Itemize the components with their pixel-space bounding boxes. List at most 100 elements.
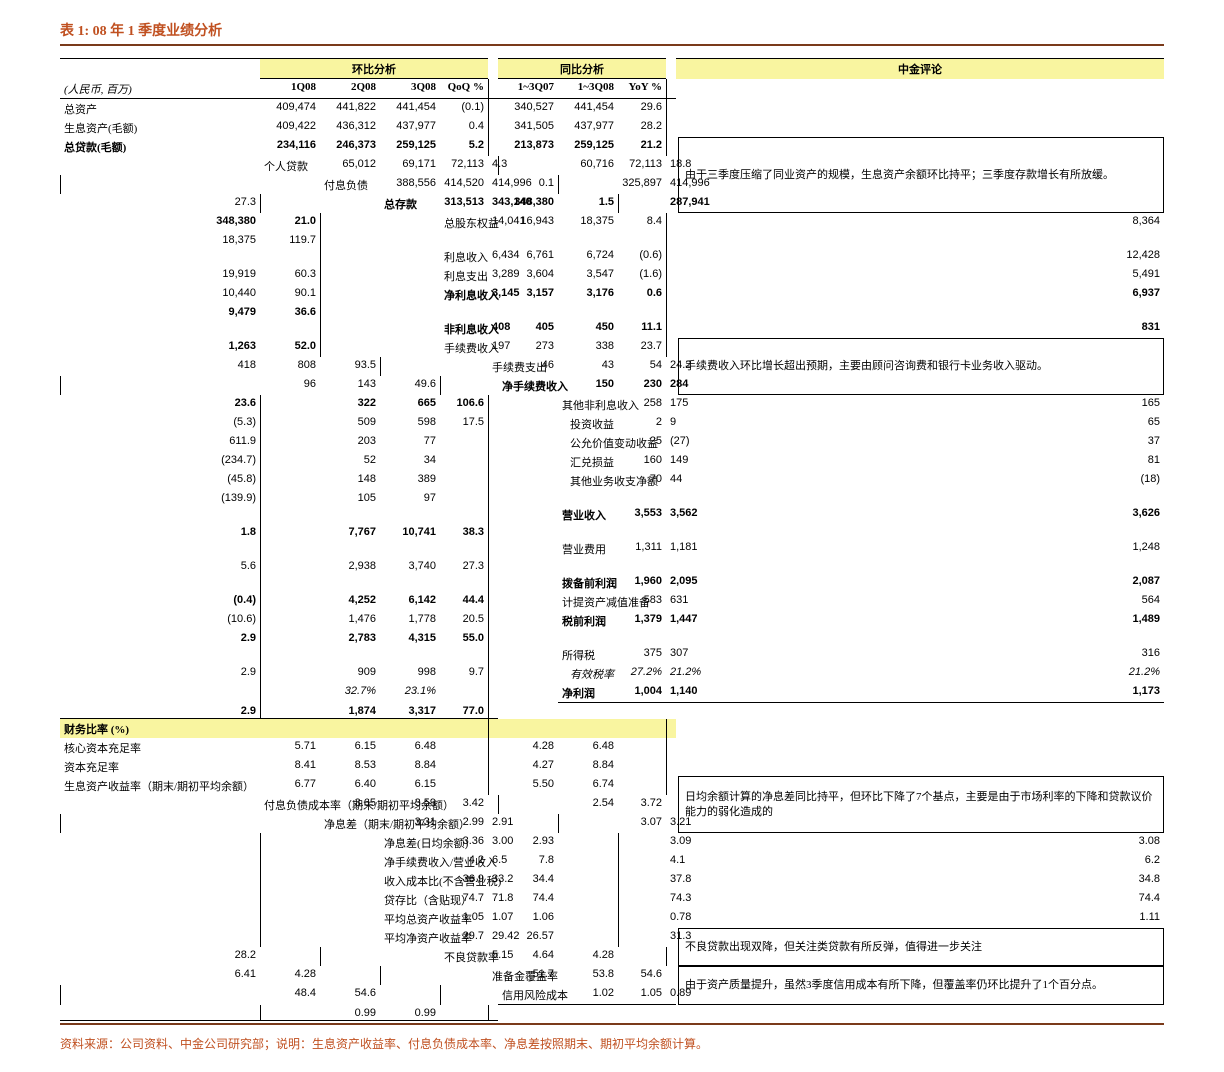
cell: 5.71	[260, 738, 320, 757]
cell: 74.3	[666, 890, 676, 909]
cell: 10,741	[380, 524, 440, 539]
cell: 93.5	[320, 357, 380, 376]
cell	[440, 433, 488, 452]
row-label: 手续费支出	[488, 357, 498, 376]
cell: 325,897	[618, 175, 666, 194]
row-label: 准备金覆盖率	[488, 966, 498, 985]
row-label: 个人贷款	[260, 156, 320, 175]
cell: 6.5	[488, 852, 498, 871]
cell: 49.6	[380, 376, 440, 395]
cell: 1.07	[488, 909, 498, 928]
cell: 119.7	[260, 232, 320, 247]
cell: 1,173	[676, 683, 1164, 703]
cell: 34.8	[676, 871, 1164, 890]
cell: 4.28	[260, 966, 320, 985]
cell: 909	[320, 664, 380, 683]
cell: 44	[666, 471, 676, 490]
cell: 3,553	[618, 505, 666, 524]
cell: 6,142	[380, 592, 440, 611]
cell: 7.8	[498, 852, 558, 871]
cell: 414,520	[440, 175, 488, 194]
cell	[60, 683, 260, 703]
cell: 52.0	[260, 338, 320, 357]
cell: (5.3)	[60, 414, 260, 433]
cell: 34	[380, 452, 440, 471]
row-label: 总股东权益	[440, 213, 488, 232]
row-label: 净手续费收入	[498, 376, 558, 395]
row-label: 生息资产(毛额)	[60, 118, 260, 137]
cell: 17.5	[440, 414, 488, 433]
col-yoy: YoY %	[618, 79, 666, 99]
cell: 175	[666, 395, 676, 414]
cell: 436,312	[320, 118, 380, 137]
cell: (0.4)	[60, 592, 260, 611]
cell: 1,874	[320, 703, 380, 719]
row-label: 付息负债	[320, 175, 380, 194]
cell: 81	[676, 452, 1164, 471]
cell: 1,447	[666, 611, 676, 630]
row-label: 净手续费收入/营业收入	[380, 852, 440, 871]
cell: 4.28	[498, 738, 558, 757]
cell: 203	[320, 433, 380, 452]
cell: 60,716	[558, 156, 618, 175]
cell: 5.50	[498, 776, 558, 795]
cell: 21.0	[260, 213, 320, 232]
cell: (0.1)	[440, 99, 488, 118]
cell	[558, 852, 618, 871]
row-label: 信用风险成本	[498, 985, 558, 1005]
cell	[666, 795, 676, 814]
cell: 51.7	[498, 966, 558, 985]
cell: 313,513	[440, 194, 488, 213]
cell: 6,761	[498, 247, 558, 266]
cell: 96	[260, 376, 320, 395]
cell	[440, 452, 488, 471]
cell: 408	[488, 319, 498, 338]
cell: 97	[380, 490, 440, 505]
cell	[488, 795, 498, 814]
cell: 44.4	[440, 592, 488, 611]
cell: 1,379	[618, 611, 666, 630]
cell: 18,375	[558, 213, 618, 232]
col-q1: 1Q08	[260, 79, 320, 99]
cell: 234,116	[260, 137, 320, 156]
cell: 3.31	[380, 814, 440, 833]
row-label: 计提资产减值准备	[558, 592, 618, 611]
col-q3: 3Q08	[380, 79, 440, 99]
cell: 29.6	[618, 99, 666, 118]
cell: 9,479	[60, 304, 260, 319]
cell: 631	[666, 592, 676, 611]
cell: 340,527	[498, 99, 558, 118]
cell: 0.89	[666, 985, 676, 1005]
cell: 6.74	[558, 776, 618, 795]
cell: 160	[618, 452, 666, 471]
cell: 6,724	[558, 247, 618, 266]
cell: 2.9	[60, 664, 260, 683]
cell: 5.2	[440, 137, 488, 156]
comment-box: 由于资产质量提升，虽然3季度信用成本有所下降，但覆盖率仍环比提升了1个百分点。	[678, 966, 1164, 1005]
cell: 16,943	[498, 213, 558, 232]
cell: 54.6	[320, 985, 380, 1005]
cell: (45.8)	[60, 471, 260, 490]
cell	[558, 909, 618, 928]
cell: 4.27	[498, 757, 558, 776]
cell: 1,489	[676, 611, 1164, 630]
yoy-header: 同比分析	[498, 58, 666, 79]
cell: 6.2	[676, 852, 1164, 871]
cell	[60, 890, 260, 909]
cell: 0.1	[498, 175, 558, 194]
cell: 1.5	[558, 194, 618, 213]
cell: 33.2	[488, 871, 498, 890]
cell: 27.3	[440, 558, 488, 573]
cell: 36.9	[440, 871, 488, 890]
cell	[440, 738, 488, 757]
row-label: 贷存比（含贴现）	[380, 890, 440, 909]
row-label: 汇兑损益	[558, 452, 618, 471]
cell: 583	[618, 592, 666, 611]
cell: (0.6)	[618, 247, 666, 266]
cell: 0.78	[666, 909, 676, 928]
cell: 72,113	[440, 156, 488, 175]
cell: 564	[676, 592, 1164, 611]
cell: 29.42	[488, 928, 498, 947]
col-y07: 1~3Q07	[498, 79, 558, 99]
cell: 3,604	[498, 266, 558, 285]
